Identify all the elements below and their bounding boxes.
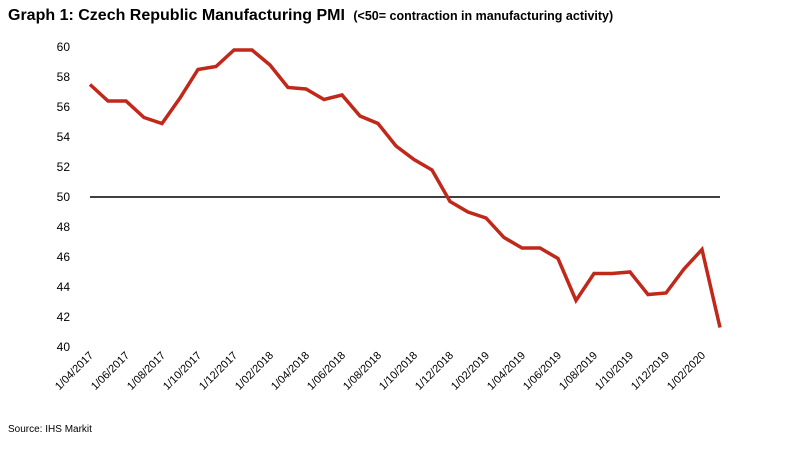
data-point [251,49,254,52]
y-tick-label: 60 [57,40,71,54]
data-point [377,122,380,125]
data-point [161,122,164,125]
data-point [359,115,362,118]
data-point [233,49,236,52]
data-point [215,65,218,68]
data-point [503,236,506,239]
data-point [287,86,290,89]
data-point [107,100,110,103]
x-tick-label: 1/04/2018 [269,350,312,393]
data-point [143,116,146,119]
data-point [719,326,722,329]
x-tick-label: 1/10/2017 [161,350,204,393]
y-tick-label: 56 [57,100,71,114]
x-tick-label: 1/08/2019 [557,350,600,393]
data-point [539,247,542,250]
x-tick-label: 1/06/2018 [305,350,348,393]
x-tick-label: 1/12/2018 [413,350,456,393]
data-point [683,268,686,271]
chart-subtitle: (<50= contraction in manufacturing activ… [353,9,614,23]
data-point [701,248,704,251]
data-point [557,257,560,260]
data-point [521,247,524,250]
y-tick-label: 50 [57,190,71,204]
y-tick-label: 54 [57,130,71,144]
x-tick-label: 1/10/2018 [377,350,420,393]
data-point [611,272,614,275]
data-point [197,68,200,71]
data-point [413,158,416,161]
y-axis: 40 42 44 46 48 50 52 54 56 58 60 [57,40,71,354]
x-tick-label: 1/06/2017 [89,350,132,393]
data-point [125,100,128,103]
x-tick-label: 1/02/2019 [449,350,492,393]
source-note: Source: IHS Markit [8,424,92,435]
x-tick-label: 1/08/2018 [341,350,384,393]
data-point [665,292,668,295]
x-tick-label: 1/04/2017 [53,350,96,393]
plot-area [88,48,722,329]
data-point [647,293,650,296]
data-point [593,272,596,275]
data-point [575,299,578,302]
y-tick-label: 52 [57,160,71,174]
data-point [467,211,470,214]
data-point [89,83,92,86]
data-point [269,64,272,67]
data-point [629,271,632,274]
pmi-series-line [88,48,722,328]
x-axis: 1/04/20171/06/20171/08/20171/10/20171/12… [53,350,708,393]
x-tick-label: 1/12/2019 [629,350,672,393]
data-point [485,217,488,220]
y-tick-label: 48 [57,220,71,234]
y-tick-label: 42 [57,310,71,324]
x-tick-label: 1/12/2017 [197,350,240,393]
y-tick-label: 40 [57,340,71,354]
x-tick-label: 1/02/2018 [233,350,276,393]
data-point [305,88,308,91]
data-point [341,94,344,97]
y-tick-label: 58 [57,70,71,84]
chart-title-block: Graph 1: Czech Republic Manufacturing PM… [8,7,613,25]
y-tick-label: 46 [57,250,71,264]
x-tick-label: 1/10/2019 [593,350,636,393]
x-tick-label: 1/08/2017 [125,350,168,393]
data-point [323,98,326,101]
data-point [395,145,398,148]
x-tick-label: 1/02/2020 [665,350,708,393]
data-point [179,97,182,100]
y-tick-label: 44 [57,280,71,294]
data-point [449,200,452,203]
x-tick-label: 1/06/2019 [521,350,564,393]
chart-title: Graph 1: Czech Republic Manufacturing PM… [8,7,345,24]
x-tick-label: 1/04/2019 [485,350,528,393]
data-point [431,169,434,172]
